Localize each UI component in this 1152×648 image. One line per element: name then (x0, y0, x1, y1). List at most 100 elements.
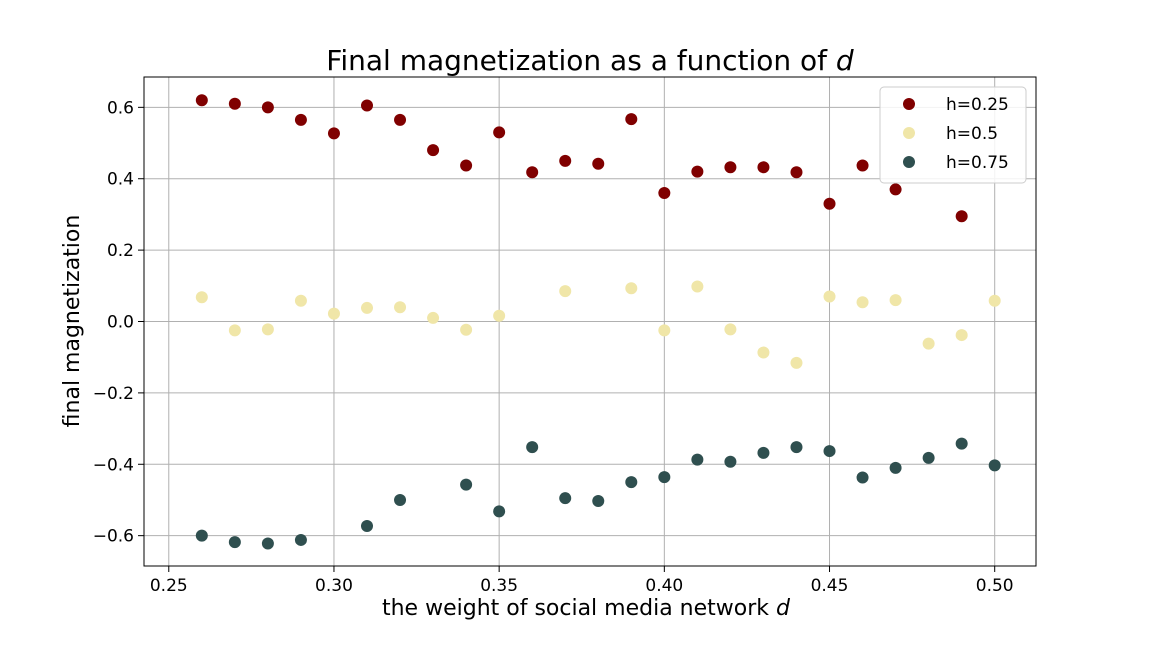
data-point (955, 210, 968, 223)
data-point (955, 437, 968, 450)
data-point (790, 356, 803, 369)
legend-marker-h075 (903, 156, 915, 168)
data-point (493, 126, 506, 139)
data-point (361, 520, 373, 533)
data-point (922, 451, 935, 464)
data-point (625, 476, 638, 489)
data-point (559, 285, 572, 298)
data-point (559, 154, 572, 167)
data-point (889, 294, 902, 307)
data-point (294, 113, 307, 126)
data-point (592, 495, 605, 508)
data-point (625, 282, 638, 295)
data-point (790, 166, 803, 179)
series-h=0.5 (195, 280, 1001, 369)
data-point (625, 113, 638, 126)
data-point (658, 324, 671, 337)
x-tick-label: 0.45 (811, 576, 849, 596)
axis-ticks: 0.25 0.30 0.35 0.40 0.45 0.50 −0.6 −0.4 −0.2 0.0 0… (93, 98, 1014, 596)
x-axis-label-text: the weight of social media network (382, 596, 776, 621)
data-point (790, 441, 803, 454)
x-tick-label: 0.25 (150, 576, 188, 596)
data-point (195, 94, 208, 107)
data-point (195, 291, 208, 304)
legend-marker-h025 (903, 98, 915, 110)
chart-title-variable: d (836, 44, 854, 77)
data-point (658, 471, 671, 484)
y-tick-label: −0.2 (93, 384, 134, 404)
data-point (856, 471, 869, 484)
data-point (294, 533, 307, 546)
data-point (327, 127, 340, 140)
data-point (294, 294, 307, 307)
data-point (361, 301, 373, 314)
series-h=0.25 (195, 94, 968, 223)
data-point (427, 144, 440, 157)
data-point (361, 99, 373, 112)
data-point (460, 159, 473, 172)
data-point (460, 323, 473, 336)
y-tick-label: 0.0 (107, 313, 134, 333)
legend-marker-h05 (903, 127, 915, 139)
data-point (460, 478, 473, 491)
data-point (823, 445, 836, 458)
data-point (228, 536, 241, 549)
legend-label-h025: h=0.25 (946, 95, 1009, 115)
y-tick-label: −0.4 (93, 455, 134, 475)
y-tick-label: −0.6 (93, 527, 134, 547)
x-axis-label-variable: d (776, 596, 791, 621)
data-point (658, 187, 671, 200)
legend-label-h075: h=0.75 (946, 153, 1009, 173)
data-point (493, 309, 506, 322)
data-point (724, 161, 737, 174)
data-point (228, 97, 241, 110)
legend-label-h05: h=0.5 (946, 124, 998, 144)
chart-title-text: Final magnetization as a function of (326, 44, 836, 77)
data-point (394, 301, 407, 314)
data-point (427, 311, 440, 324)
data-point (724, 323, 737, 336)
data-point (757, 346, 770, 359)
y-tick-label: 0.2 (107, 241, 134, 261)
data-point (856, 159, 869, 172)
data-point (691, 165, 704, 178)
data-point (988, 294, 1001, 307)
y-tick-label: 0.4 (107, 170, 134, 190)
data-point (394, 493, 407, 506)
data-point (228, 324, 241, 337)
data-point (856, 296, 869, 309)
data-point (327, 307, 340, 320)
chart-title: Final magnetization as a function of d (326, 44, 854, 77)
y-axis-label: final magnetization (60, 215, 85, 428)
data-points (195, 94, 1001, 550)
data-point (493, 505, 506, 518)
data-point (691, 453, 704, 466)
data-point (889, 183, 902, 196)
x-tick-label: 0.40 (645, 576, 683, 596)
data-point (757, 446, 770, 459)
data-point (988, 459, 1001, 472)
data-point (724, 455, 737, 468)
data-point (691, 280, 704, 293)
legend: h=0.25 h=0.5 h=0.75 (879, 86, 1027, 184)
data-point (559, 492, 572, 505)
data-point (823, 290, 836, 303)
data-point (823, 197, 836, 210)
x-tick-label: 0.50 (976, 576, 1014, 596)
data-point (261, 537, 274, 550)
series-h=0.75 (195, 437, 1001, 550)
data-point (757, 161, 770, 174)
data-point (261, 101, 274, 114)
y-tick-label: 0.6 (107, 98, 134, 118)
data-point (526, 166, 539, 179)
data-point (922, 337, 935, 350)
data-point (955, 329, 968, 342)
data-point (889, 461, 902, 474)
x-tick-label: 0.35 (480, 576, 518, 596)
x-axis-label: the weight of social media network d (382, 596, 791, 621)
x-tick-label: 0.30 (315, 576, 353, 596)
data-point (592, 157, 605, 170)
legend-frame (879, 86, 1027, 184)
data-point (394, 113, 407, 126)
data-point (526, 441, 539, 454)
